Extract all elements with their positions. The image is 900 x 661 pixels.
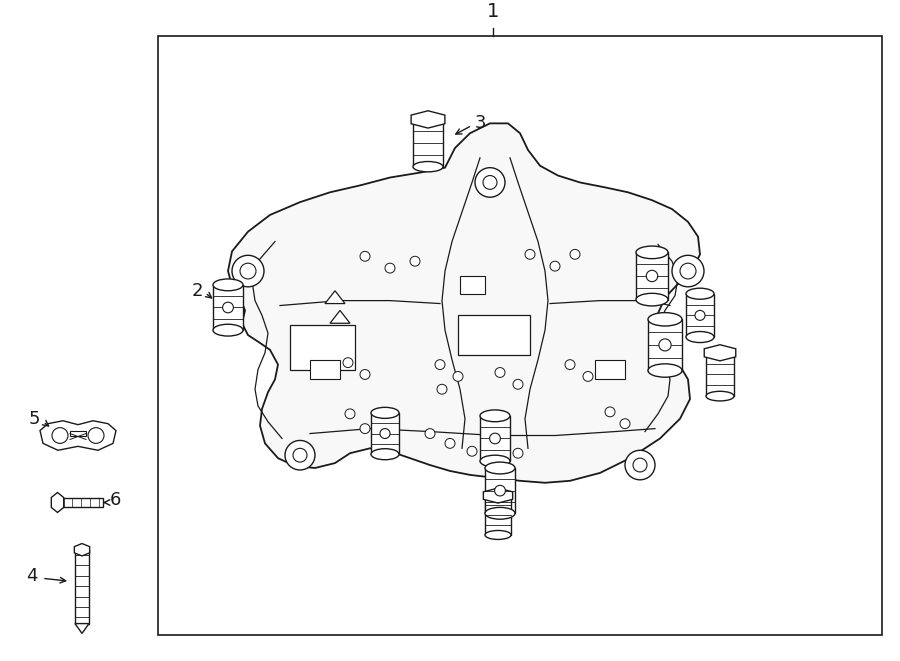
Bar [371,413,399,454]
Circle shape [437,384,447,394]
Bar [706,353,734,396]
Circle shape [525,249,535,259]
Circle shape [410,256,420,266]
Circle shape [620,419,630,428]
Ellipse shape [371,407,399,418]
Circle shape [453,371,463,381]
Circle shape [583,371,593,381]
Polygon shape [40,421,116,450]
Circle shape [513,379,523,389]
Circle shape [490,433,500,444]
Ellipse shape [706,391,734,401]
Circle shape [646,270,658,282]
Circle shape [550,261,560,271]
Bar [648,319,682,371]
Text: 6: 6 [110,492,122,510]
Circle shape [695,311,705,321]
Ellipse shape [413,161,443,172]
Bar [686,293,714,337]
Ellipse shape [213,279,243,291]
Circle shape [232,255,264,287]
Circle shape [88,428,104,444]
Polygon shape [51,492,64,512]
Circle shape [467,446,477,456]
Bar [636,253,668,299]
Ellipse shape [648,313,682,326]
Polygon shape [330,311,350,323]
Bar [485,496,511,535]
Circle shape [490,450,500,460]
Bar [70,430,86,436]
Bar [290,325,355,369]
Circle shape [672,255,704,287]
Circle shape [293,448,307,462]
Ellipse shape [485,508,515,519]
Polygon shape [704,345,736,361]
Ellipse shape [686,332,714,342]
Polygon shape [483,488,513,503]
Polygon shape [228,124,700,483]
Circle shape [222,302,233,313]
Bar [213,285,243,330]
Circle shape [52,428,68,444]
Circle shape [633,458,647,472]
Text: 2: 2 [192,282,203,299]
Text: 5: 5 [29,410,40,428]
Polygon shape [325,291,345,303]
Circle shape [345,409,355,419]
Circle shape [435,360,445,369]
Circle shape [360,369,370,379]
Bar [58,498,103,508]
Bar [310,360,340,379]
Circle shape [385,263,395,273]
Polygon shape [411,111,445,128]
Ellipse shape [686,288,714,299]
Bar [75,550,89,623]
Ellipse shape [636,246,668,258]
Circle shape [483,176,497,189]
Ellipse shape [371,449,399,460]
Circle shape [425,428,435,438]
Circle shape [625,450,655,480]
Circle shape [495,368,505,377]
Circle shape [475,168,505,197]
Bar [485,468,515,514]
Ellipse shape [648,364,682,377]
Polygon shape [75,543,90,556]
Ellipse shape [485,531,511,539]
Bar [413,120,443,167]
Circle shape [380,428,390,438]
Circle shape [659,339,671,351]
Circle shape [343,358,353,368]
Text: 1: 1 [487,3,500,21]
Text: 3: 3 [475,114,487,132]
Circle shape [360,251,370,261]
Polygon shape [75,623,89,633]
Bar [595,360,625,379]
Bar [480,416,510,461]
Circle shape [240,263,256,279]
Circle shape [605,407,615,417]
Circle shape [495,485,506,496]
Bar [158,36,882,635]
Circle shape [513,448,523,458]
Circle shape [565,360,575,369]
Circle shape [680,263,696,279]
Bar [460,276,485,293]
Ellipse shape [485,462,515,474]
Ellipse shape [636,293,668,306]
Text: 4: 4 [26,567,38,586]
Ellipse shape [213,325,243,336]
Circle shape [285,440,315,470]
Circle shape [445,438,455,448]
Ellipse shape [480,455,510,467]
Bar [458,315,530,355]
Circle shape [360,424,370,434]
Circle shape [570,249,580,259]
Ellipse shape [480,410,510,422]
